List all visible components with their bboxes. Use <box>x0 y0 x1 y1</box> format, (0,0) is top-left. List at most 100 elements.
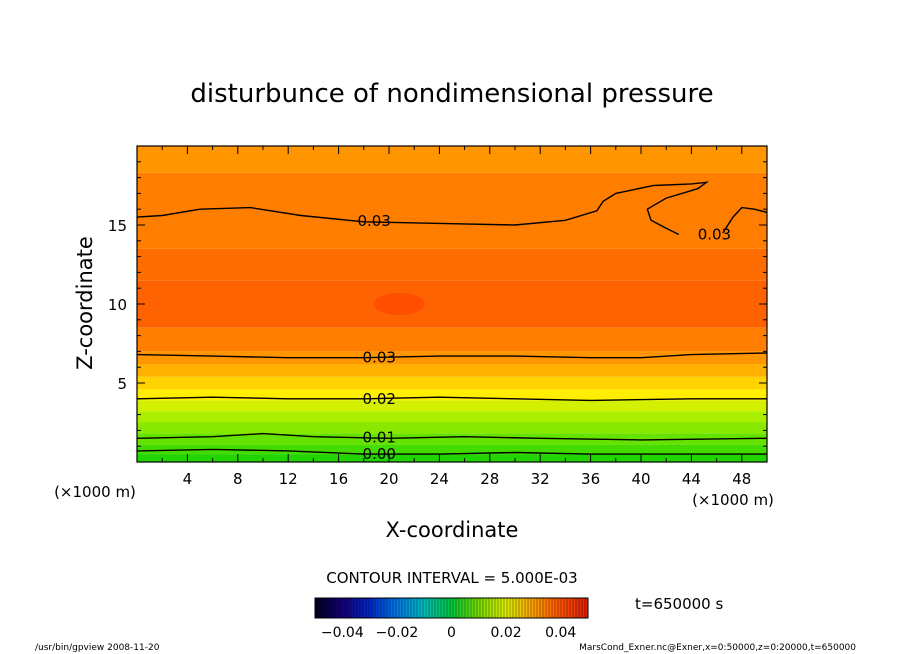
pressure-maximum <box>373 292 425 316</box>
colorbar-cell <box>321 598 325 618</box>
contour-band <box>137 146 767 173</box>
plot-area: 0.000.01 0.02 0.03 0.03 0.03 <box>136 145 768 463</box>
colorbar-cell <box>417 598 421 618</box>
contour-line <box>136 396 767 402</box>
contour-band <box>137 376 767 390</box>
contour-band <box>137 433 767 445</box>
colorbar-cell <box>477 598 481 618</box>
contour-label: 0.01 <box>363 429 396 447</box>
contour-label: 0.00 <box>363 445 396 463</box>
colorbar-cell <box>468 598 472 618</box>
x-tick-label: 28 <box>480 470 499 488</box>
contour-band <box>137 411 767 423</box>
colorbar-cell <box>492 598 496 618</box>
colorbar-cell <box>573 598 577 618</box>
colorbar-cell <box>399 598 403 618</box>
footer-left: /usr/bin/gpview 2008-11-20 <box>35 643 160 653</box>
colorbar-cell <box>585 598 589 618</box>
colorbar-cell <box>513 598 517 618</box>
colorbar: −0.04 −0.02 0 0.02 0.04 <box>314 597 589 641</box>
contour-band <box>137 327 767 352</box>
colorbar-tick-label: −0.02 <box>375 625 418 641</box>
footer-right: MarsCond_Exner.nc@Exner,x=0:50000,z=0:20… <box>579 643 856 653</box>
colorbar-cell <box>576 598 580 618</box>
colorbar-cell <box>426 598 430 618</box>
colorbar-cell <box>525 598 529 618</box>
colorbar-tick-labels: −0.04 −0.02 0 0.02 0.04 <box>321 625 577 641</box>
x-tick-label: 24 <box>430 470 449 488</box>
colorbar-cell <box>459 598 463 618</box>
chart-title: disturbunce of nondimensional pressure <box>190 79 713 109</box>
contour-fill <box>137 146 767 462</box>
colorbar-cell <box>405 598 409 618</box>
x-tick-label: 12 <box>279 470 298 488</box>
colorbar-cell <box>408 598 412 618</box>
colorbar-cell <box>489 598 493 618</box>
x-tick-label: 32 <box>531 470 550 488</box>
x-tick-labels: 4 8 12 16 20 24 28 32 36 40 44 48 <box>183 470 752 488</box>
pressure-maximum-blob <box>373 292 425 316</box>
colorbar-cell <box>366 598 370 618</box>
y-tick-label: 5 <box>117 375 127 393</box>
colorbar-cell <box>516 598 520 618</box>
x-tick-label: 36 <box>581 470 600 488</box>
contour-label: 0.03 <box>698 225 731 243</box>
colorbar-cell <box>357 598 361 618</box>
colorbar-cell <box>564 598 568 618</box>
colorbar-cell <box>324 598 328 618</box>
colorbar-tick-label: 0.04 <box>545 625 576 641</box>
colorbar-cell <box>378 598 382 618</box>
colorbar-cell <box>522 598 526 618</box>
colorbar-cell <box>579 598 583 618</box>
colorbar-cell <box>495 598 499 618</box>
colorbar-cell <box>483 598 487 618</box>
colorbar-cell <box>345 598 349 618</box>
colorbar-cell <box>561 598 565 618</box>
colorbar-cell <box>555 598 559 618</box>
x-tick-label: 44 <box>682 470 701 488</box>
colorbar-cell <box>582 598 586 618</box>
colorbar-cell <box>519 598 523 618</box>
colorbar-cell <box>390 598 394 618</box>
colorbar-cell <box>453 598 457 618</box>
colorbar-cell <box>411 598 415 618</box>
colorbar-cell <box>393 598 397 618</box>
colorbar-cell <box>498 598 502 618</box>
colorbar-cell <box>315 598 319 618</box>
colorbar-cell <box>402 598 406 618</box>
colorbar-cell <box>558 598 562 618</box>
colorbar-cell <box>480 598 484 618</box>
x-tick-label: 48 <box>732 470 751 488</box>
colorbar-cell <box>570 598 574 618</box>
colorbar-cell <box>330 598 334 618</box>
colorbar-cell <box>336 598 340 618</box>
colorbar-cell <box>360 598 364 618</box>
contour-band <box>137 400 767 412</box>
colorbar-frame <box>314 597 589 619</box>
x-tick-label: 16 <box>329 470 348 488</box>
axis-ticks <box>137 146 767 462</box>
colorbar-cell <box>450 598 454 618</box>
colorbar-cell <box>486 598 490 618</box>
x-unit-right: (×1000 m) <box>692 491 774 509</box>
colorbar-cell <box>567 598 571 618</box>
colorbar-cell <box>534 598 538 618</box>
contour-band <box>137 351 767 365</box>
y-tick-label: 10 <box>108 296 127 314</box>
colorbar-cell <box>363 598 367 618</box>
contour-line <box>136 181 710 236</box>
colorbar-cell <box>501 598 505 618</box>
contour-band <box>137 454 767 462</box>
contour-label: 0.03 <box>363 349 396 367</box>
colorbar-cell <box>438 598 442 618</box>
time-label: t=650000 s <box>635 595 723 613</box>
colorbar-cell <box>375 598 379 618</box>
colorbar-cell <box>372 598 376 618</box>
colorbar-cell <box>540 598 544 618</box>
colorbar-cell <box>543 598 547 618</box>
contour-line <box>722 206 768 234</box>
contour-interval-label: CONTOUR INTERVAL = 5.000E-03 <box>326 569 577 587</box>
colorbar-tick-label: 0 <box>447 625 456 641</box>
colorbar-tick-label: 0.02 <box>491 625 522 641</box>
colorbar-cell <box>369 598 373 618</box>
